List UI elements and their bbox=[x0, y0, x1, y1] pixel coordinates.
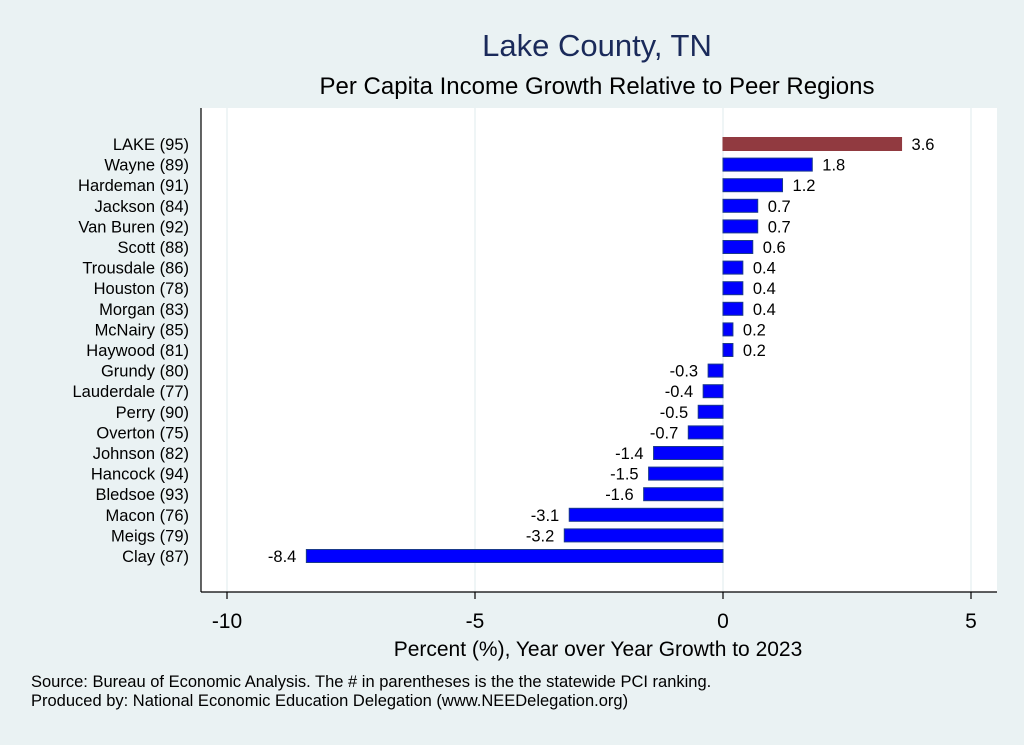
bar-value-label: -0.4 bbox=[665, 383, 693, 401]
bar bbox=[648, 466, 724, 481]
x-tick-label: 5 bbox=[965, 610, 977, 633]
bar-value-label: 0.2 bbox=[743, 342, 766, 360]
bar bbox=[722, 240, 754, 254]
bar bbox=[643, 487, 724, 502]
bar-value-label: -1.6 bbox=[605, 486, 633, 504]
bar-value-label: -1.4 bbox=[615, 445, 643, 463]
bar bbox=[707, 363, 724, 378]
bar-value-label: 1.8 bbox=[822, 157, 845, 175]
category-label: Grundy (80) bbox=[101, 363, 189, 381]
category-label: Hancock (94) bbox=[91, 466, 189, 484]
category-label: Morgan (83) bbox=[99, 301, 189, 319]
bar bbox=[722, 343, 734, 357]
bar bbox=[722, 301, 744, 316]
x-axis-label: Percent (%), Year over Year Growth to 20… bbox=[394, 638, 803, 661]
category-label: Trousdale (86) bbox=[82, 260, 189, 278]
bar bbox=[722, 322, 734, 337]
chart-title: Lake County, TN bbox=[482, 28, 712, 63]
bar-value-label: 3.6 bbox=[912, 136, 935, 154]
bar bbox=[722, 178, 784, 193]
category-label: McNairy (85) bbox=[95, 321, 189, 339]
bar-value-label: 0.7 bbox=[768, 218, 791, 236]
category-label: Hardeman (91) bbox=[78, 177, 189, 195]
category-label: Scott (88) bbox=[117, 239, 189, 257]
bar bbox=[687, 425, 724, 440]
bar-value-label: -0.7 bbox=[650, 424, 678, 442]
category-label: Bledsoe (93) bbox=[95, 486, 189, 504]
bar bbox=[653, 446, 724, 460]
bar-value-label: 0.4 bbox=[753, 301, 776, 319]
bar-value-label: 1.2 bbox=[793, 177, 816, 195]
category-label: Clay (87) bbox=[122, 548, 189, 566]
produced-by-note: Produced by: National Economic Education… bbox=[31, 692, 629, 710]
bar-value-label: -3.2 bbox=[526, 527, 554, 545]
bar bbox=[722, 260, 744, 275]
chart-subtitle: Per Capita Income Growth Relative to Pee… bbox=[319, 73, 875, 100]
category-label: Macon (76) bbox=[106, 507, 189, 525]
category-label: Haywood (81) bbox=[86, 342, 189, 360]
category-label: Meigs (79) bbox=[111, 527, 189, 545]
bar-value-label: 0.6 bbox=[763, 239, 786, 257]
source-note: Source: Bureau of Economic Analysis. The… bbox=[31, 673, 712, 691]
x-tick-label: -5 bbox=[466, 610, 485, 633]
bar-value-label: -1.5 bbox=[610, 466, 638, 484]
bar bbox=[305, 549, 724, 563]
bar bbox=[702, 384, 724, 399]
bar-value-label: -3.1 bbox=[531, 507, 559, 525]
bar-value-label: -8.4 bbox=[268, 548, 296, 566]
bar bbox=[722, 219, 759, 234]
category-label: Houston (78) bbox=[94, 280, 189, 298]
bar bbox=[722, 157, 813, 172]
x-tick-label: -10 bbox=[212, 610, 242, 633]
category-label: Wayne (89) bbox=[104, 157, 189, 175]
category-label: LAKE (95) bbox=[113, 136, 189, 154]
bar-value-label: 0.7 bbox=[768, 198, 791, 216]
bar-value-label: 0.2 bbox=[743, 321, 766, 339]
bar bbox=[568, 507, 724, 522]
bar bbox=[722, 281, 744, 296]
bar-value-label: -0.5 bbox=[660, 404, 688, 422]
category-label: Jackson (84) bbox=[95, 198, 189, 216]
category-label: Johnson (82) bbox=[93, 445, 189, 463]
bar-value-label: 0.4 bbox=[753, 260, 776, 278]
bar bbox=[722, 137, 903, 151]
category-label: Van Buren (92) bbox=[78, 218, 189, 236]
bar bbox=[563, 528, 724, 543]
category-label: Lauderdale (77) bbox=[73, 383, 190, 401]
bar bbox=[697, 404, 724, 419]
category-label: Perry (90) bbox=[116, 404, 189, 422]
x-tick-label: 0 bbox=[717, 610, 729, 633]
category-label: Overton (75) bbox=[96, 424, 189, 442]
bar-value-label: 0.4 bbox=[753, 280, 776, 298]
bar bbox=[722, 198, 759, 213]
bar-value-label: -0.3 bbox=[670, 363, 698, 381]
